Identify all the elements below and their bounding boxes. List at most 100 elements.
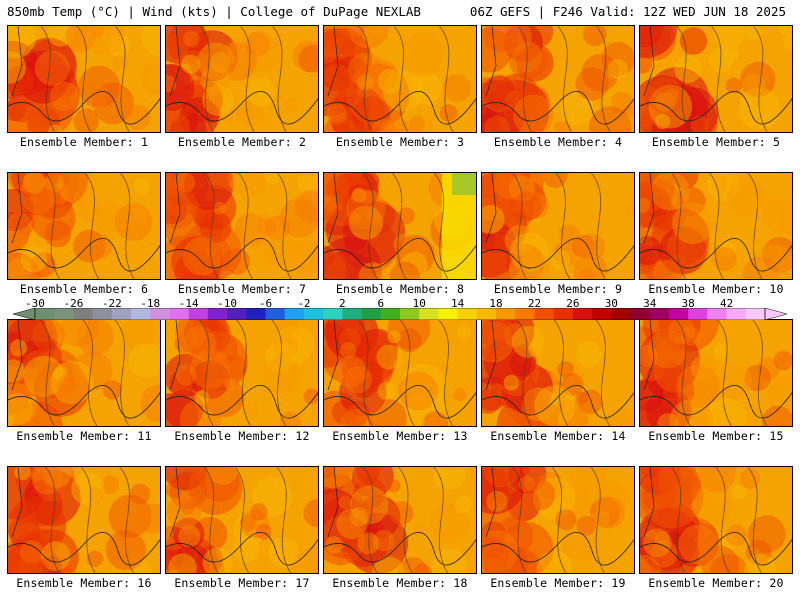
colorbar-swatch <box>169 308 189 320</box>
colorbar-swatch <box>611 308 631 320</box>
colorbar-tick-label: -6 <box>258 297 273 310</box>
ensemble-member-label: Ensemble Member: 8 <box>335 282 465 296</box>
colorbar-tick-label: -26 <box>63 297 84 310</box>
map-title: 850mb Temp (°C) | Wind (kts) | College o… <box>7 4 421 19</box>
colorbar-tick-label: 42 <box>719 297 734 310</box>
temperature-field <box>640 467 792 573</box>
temperature-field <box>640 173 792 279</box>
colorbar-swatch <box>131 308 151 320</box>
ensemble-member-label: Ensemble Member: 18 <box>332 576 468 590</box>
colorbar-tick-label: -18 <box>140 297 161 310</box>
colorbar-tick-label: 10 <box>412 297 426 310</box>
colorbar-swatch <box>92 308 113 320</box>
ensemble-member-map <box>7 319 161 427</box>
ensemble-member-map <box>481 172 635 280</box>
colorbar-swatch <box>380 308 401 320</box>
ensemble-member-label: Ensemble Member: 9 <box>493 282 623 296</box>
ensemble-member-label: Ensemble Member: 6 <box>19 282 149 296</box>
ensemble-member-label: Ensemble Member: 2 <box>177 135 307 149</box>
ensemble-member-label: Ensemble Member: 3 <box>335 135 465 149</box>
temperature-field <box>166 26 318 132</box>
ensemble-member-map <box>323 25 477 133</box>
colorbar-swatch <box>592 308 612 320</box>
ensemble-member-map <box>481 25 635 133</box>
colorbar-tick-label: 14 <box>451 297 465 310</box>
ensemble-member-label: Ensemble Member: 10 <box>648 282 784 296</box>
colorbar-swatch <box>630 308 651 320</box>
colorbar-swatch <box>707 308 727 320</box>
colorbar-swatch <box>342 308 362 320</box>
colorbar-tick-label: 2 <box>339 297 346 310</box>
temperature-field <box>482 467 634 573</box>
colorbar-tick-label: -30 <box>25 297 45 310</box>
ensemble-member-map <box>165 466 319 574</box>
colorbar-swatch <box>726 308 747 320</box>
ensemble-member-label: Ensemble Member: 20 <box>648 576 784 590</box>
colorbar-tick-label: 6 <box>377 297 385 310</box>
colorbar-swatch <box>745 308 766 320</box>
colorbar-swatch <box>515 308 535 320</box>
colorbar-swatch <box>227 308 247 320</box>
ensemble-member-map <box>639 466 793 574</box>
ensemble-member-map <box>7 466 161 574</box>
ensemble-member-label: Ensemble Member: 12 <box>174 429 310 443</box>
colorbar-swatch <box>476 308 497 320</box>
colorbar-tick-label: 38 <box>681 297 695 310</box>
ensemble-member-map <box>165 319 319 427</box>
colorbar-swatch <box>265 308 286 320</box>
temperature-field <box>8 173 160 279</box>
ensemble-member-map <box>323 319 477 427</box>
colorbar-tick-label: 18 <box>489 297 503 310</box>
ensemble-member-map <box>639 172 793 280</box>
ensemble-member-label: Ensemble Member: 16 <box>16 576 152 590</box>
colorbar-tick-label: -14 <box>178 297 199 310</box>
ensemble-member-label: Ensemble Member: 1 <box>19 135 149 149</box>
ensemble-member-map <box>323 172 477 280</box>
colorbar-swatch <box>649 308 670 320</box>
ensemble-member-map <box>165 172 319 280</box>
ensemble-member-map <box>639 319 793 427</box>
temperature-field <box>482 26 634 132</box>
colorbar-swatch <box>572 308 593 320</box>
temperature-field <box>640 320 792 426</box>
colorbar-swatch <box>150 308 170 320</box>
temperature-field <box>8 26 160 132</box>
colorbar-swatch <box>400 308 420 320</box>
colorbar-swatch <box>553 308 574 320</box>
colorbar-tick-label: -22 <box>101 297 122 310</box>
ensemble-member-map <box>481 466 635 574</box>
ensemble-member-label: Ensemble Member: 5 <box>651 135 781 149</box>
temperature-field <box>166 467 318 573</box>
ensemble-member-map <box>7 172 161 280</box>
model-run-title: 06Z GEFS | F246 Valid: 12Z WED JUN 18 20… <box>469 4 786 19</box>
colorbar-tick-label: 30 <box>604 297 618 310</box>
colorbar-swatch <box>419 308 439 320</box>
temperature-field <box>8 320 160 426</box>
colorbar-swatch <box>303 308 324 320</box>
colorbar-swatch <box>323 308 343 320</box>
ensemble-member-map <box>165 25 319 133</box>
temperature-field <box>482 320 634 426</box>
ensemble-member-map <box>639 25 793 133</box>
temperature-field <box>324 320 476 426</box>
temperature-field <box>324 26 476 132</box>
ensemble-member-label: Ensemble Member: 13 <box>332 429 468 443</box>
ensemble-member-label: Ensemble Member: 19 <box>490 576 626 590</box>
colorbar-swatch <box>668 308 689 320</box>
colorbar-tick-label: -2 <box>297 297 311 310</box>
colorbar-swatch <box>284 308 305 320</box>
temperature-colorbar <box>13 308 787 320</box>
ensemble-member-label: Ensemble Member: 11 <box>16 429 152 443</box>
colorbar-swatch <box>54 308 74 320</box>
temperature-field <box>324 467 476 573</box>
temperature-field <box>166 320 318 426</box>
colorbar-swatch <box>361 308 382 320</box>
temperature-field <box>640 26 792 132</box>
temperature-field <box>482 173 634 279</box>
ensemble-member-map <box>323 466 477 574</box>
ensemble-member-label: Ensemble Member: 17 <box>174 576 310 590</box>
temperature-field <box>8 467 160 573</box>
colorbar-tick-label: 34 <box>643 297 657 310</box>
colorbar-tick-label: 22 <box>527 297 542 310</box>
ensemble-member-label: Ensemble Member: 15 <box>648 429 784 443</box>
